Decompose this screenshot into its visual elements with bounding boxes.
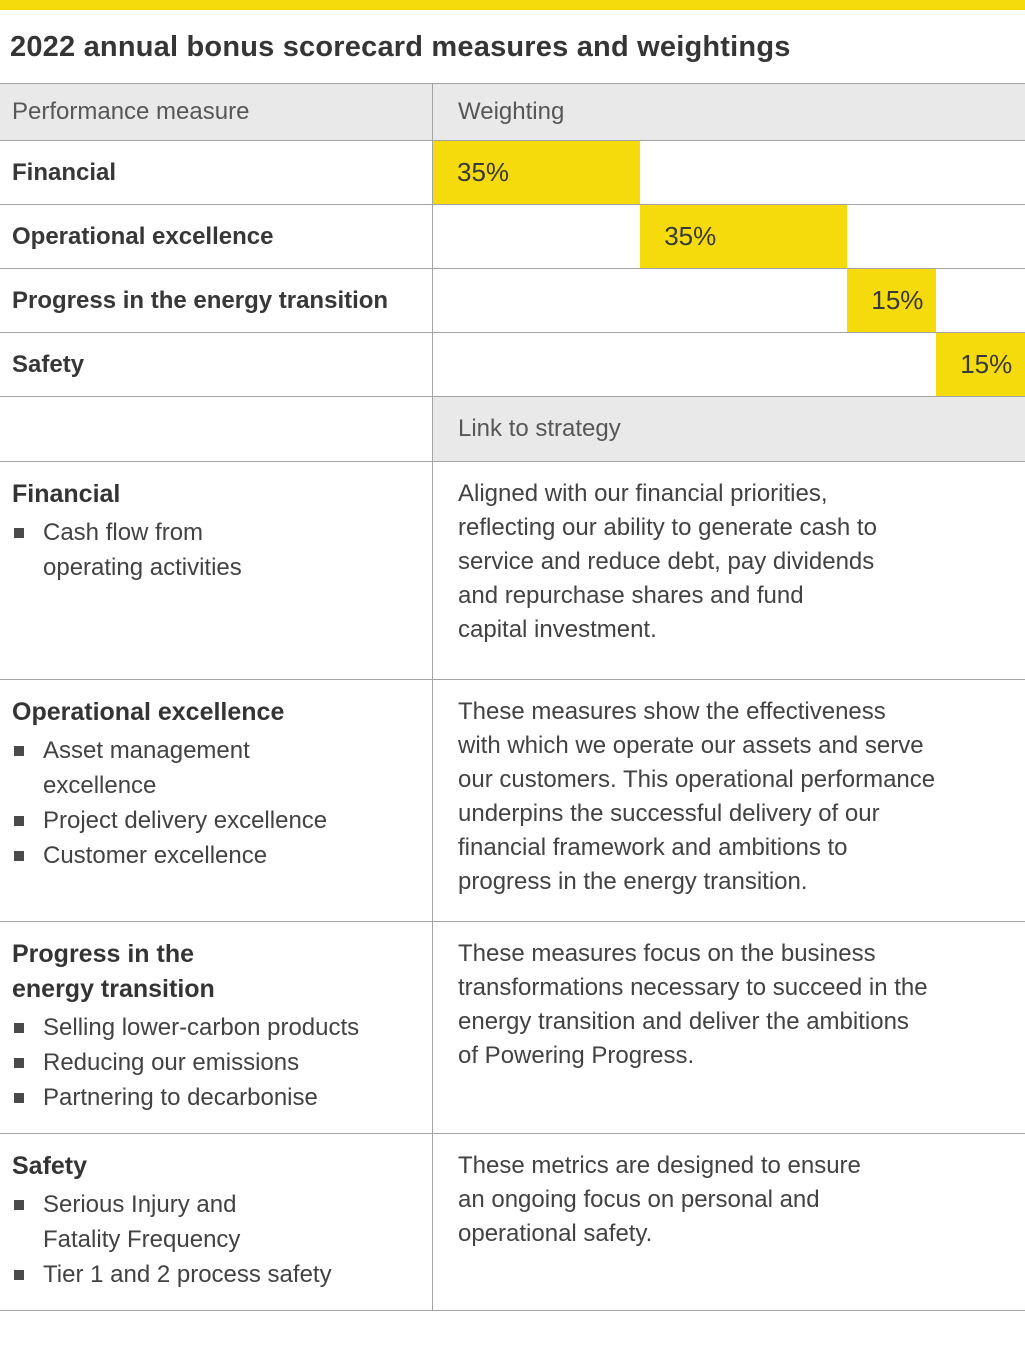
bullet-text: Asset management excellence <box>43 737 250 799</box>
weighting-row-operational-excellence: Operational excellence 35% <box>0 205 1025 269</box>
detail-row-energy-transition: Progress in the energy transition Sellin… <box>0 922 1025 1134</box>
bullet-item: Asset management excellence <box>12 733 422 803</box>
weighting-value-financial: 35% <box>457 157 510 187</box>
measure-bullets: Cash flow from operating activities <box>12 515 422 585</box>
bullet-item: Partnering to decarbonise <box>12 1080 422 1115</box>
bullet-text: Tier 1 and 2 process safety <box>43 1261 332 1288</box>
empty-cell <box>0 397 433 461</box>
measure-label-safety: Safety <box>0 333 433 396</box>
table-header-row: Performance measure Weighting <box>0 84 1025 141</box>
detail-row-operational-excellence: Operational excellence Asset management … <box>0 680 1025 922</box>
bullet-text: Serious Injury and Fatality Frequency <box>43 1191 241 1253</box>
strategy-text-energy-transition: These measures focus on the business tra… <box>458 940 928 1069</box>
detail-row-financial: Financial Cash flow from operating activ… <box>0 462 1025 680</box>
weighting-bar-cell: 35% <box>433 205 1025 268</box>
measure-label-energy-transition: Progress in the energy transition <box>0 269 433 332</box>
link-to-strategy-row: Link to strategy <box>0 397 1025 462</box>
bullet-item: Selling lower-carbon products <box>12 1010 422 1045</box>
weighting-bar-energy-transition: 15% <box>847 269 937 332</box>
measure-heading: Financial <box>12 480 121 508</box>
bullet-item: Project delivery excellence <box>12 803 422 838</box>
col-header-link-to-strategy: Link to strategy <box>458 415 621 442</box>
detail-row-safety: Safety Serious Injury and Fatality Frequ… <box>0 1134 1025 1311</box>
weighting-value-safety: 15% <box>960 349 1013 379</box>
weighting-bar-cell: 15% <box>433 333 1025 396</box>
col-header-weighting: Weighting <box>458 98 565 125</box>
bullet-item: Tier 1 and 2 process safety <box>12 1257 422 1292</box>
bullet-text: Project delivery excellence <box>43 807 328 834</box>
weighting-value-energy-transition: 15% <box>871 285 924 315</box>
strategy-text-safety: These metrics are designed to ensure an … <box>458 1152 861 1247</box>
weighting-row-financial: Financial 35% <box>0 141 1025 205</box>
square-bullet-icon <box>14 528 24 538</box>
strategy-text-financial: Aligned with our financial priorities, r… <box>458 480 877 643</box>
brand-accent-bar <box>0 0 1025 10</box>
measure-heading: Progress in the energy transition <box>12 940 215 1003</box>
square-bullet-icon <box>14 851 24 861</box>
strategy-text-operational-excellence: These measures show the effectiveness wi… <box>458 698 936 895</box>
square-bullet-icon <box>14 1058 24 1068</box>
bullet-text: Selling lower-carbon products <box>43 1014 360 1041</box>
square-bullet-icon <box>14 1270 24 1280</box>
col-header-performance-measure: Performance measure <box>12 98 250 125</box>
weighting-bar-financial: 35% <box>433 141 641 204</box>
col-header-performance-measure-cell: Performance measure <box>0 84 433 140</box>
square-bullet-icon <box>14 1200 24 1210</box>
measure-detail-energy-transition: Progress in the energy transition Sellin… <box>0 922 433 1133</box>
bullet-text: Customer excellence <box>43 842 268 869</box>
square-bullet-icon <box>14 746 24 756</box>
bullet-text: Reducing our emissions <box>43 1049 300 1076</box>
measure-bullets: Selling lower-carbon products Reducing o… <box>12 1010 422 1115</box>
page-title: 2022 annual bonus scorecard measures and… <box>10 31 791 63</box>
bullet-item: Reducing our emissions <box>12 1045 422 1080</box>
measure-bullets: Asset management excellence Project deli… <box>12 733 422 873</box>
square-bullet-icon <box>14 1023 24 1033</box>
bullet-text: Partnering to decarbonise <box>43 1084 318 1111</box>
measure-detail-safety: Safety Serious Injury and Fatality Frequ… <box>0 1134 433 1310</box>
square-bullet-icon <box>14 816 24 826</box>
scorecard-table: Performance measure Weighting Financial … <box>0 83 1025 1311</box>
square-bullet-icon <box>14 1093 24 1103</box>
weighting-bar-operational-excellence: 35% <box>640 205 848 268</box>
measure-detail-financial: Financial Cash flow from operating activ… <box>0 462 433 679</box>
weighting-bar-safety: 15% <box>936 333 1025 396</box>
bullet-text: Cash flow from operating activities <box>43 519 242 581</box>
col-header-weighting-cell: Weighting <box>433 84 1025 140</box>
measure-label-financial: Financial <box>0 141 433 204</box>
measure-heading: Safety <box>12 1152 88 1180</box>
weighting-row-safety: Safety 15% <box>0 333 1025 397</box>
bullet-item: Customer excellence <box>12 838 422 873</box>
bullet-item: Serious Injury and Fatality Frequency <box>12 1187 422 1257</box>
weighting-bar-cell: 15% <box>433 269 1025 332</box>
bullet-item: Cash flow from operating activities <box>12 515 422 585</box>
measure-label-operational-excellence: Operational excellence <box>0 205 433 268</box>
measure-bullets: Serious Injury and Fatality Frequency Ti… <box>12 1187 422 1292</box>
measure-detail-operational-excellence: Operational excellence Asset management … <box>0 680 433 921</box>
measure-heading: Operational excellence <box>12 698 285 726</box>
weighting-value-operational-excellence: 35% <box>664 221 717 251</box>
weighting-row-energy-transition: Progress in the energy transition 15% <box>0 269 1025 333</box>
col-header-link-to-strategy-cell: Link to strategy <box>433 397 1025 461</box>
weighting-bar-cell: 35% <box>433 141 1025 204</box>
